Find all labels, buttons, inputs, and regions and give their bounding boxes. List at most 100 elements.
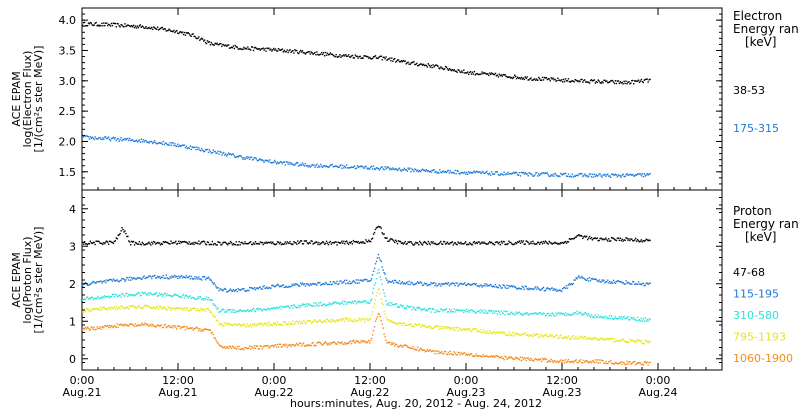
data-point — [306, 319, 309, 322]
data-point — [539, 79, 542, 82]
data-point — [574, 175, 576, 178]
data-point — [441, 283, 443, 285]
data-point — [626, 360, 628, 363]
data-point — [218, 43, 220, 46]
data-point — [579, 311, 581, 313]
data-point — [549, 361, 551, 363]
data-point — [237, 310, 239, 312]
data-point — [262, 325, 264, 327]
data-point — [534, 334, 536, 336]
data-point — [264, 242, 266, 245]
data-point — [640, 174, 643, 177]
data-point — [120, 296, 122, 298]
data-point — [137, 140, 140, 142]
data-point — [403, 282, 405, 284]
data-point — [277, 307, 280, 309]
data-point — [150, 292, 152, 295]
data-point — [492, 73, 495, 76]
data-point — [470, 73, 473, 75]
data-point — [275, 284, 278, 286]
data-point — [267, 344, 269, 347]
data-point — [351, 340, 354, 342]
data-point — [195, 278, 197, 280]
data-point — [108, 24, 111, 26]
data-point — [154, 326, 157, 328]
data-point — [204, 328, 207, 331]
data-point — [317, 321, 319, 323]
data-point — [337, 241, 339, 244]
data-point — [278, 285, 281, 288]
data-point — [354, 342, 357, 344]
data-point — [537, 359, 539, 361]
y-tick-label-proton: 4 — [69, 203, 76, 216]
data-point — [136, 277, 139, 279]
data-point — [599, 173, 601, 175]
data-point — [131, 241, 134, 243]
data-point — [95, 137, 97, 140]
data-point — [509, 285, 511, 288]
data-point — [610, 236, 613, 239]
data-point — [632, 79, 634, 82]
data-point — [177, 325, 179, 327]
data-point — [595, 278, 597, 281]
data-point — [595, 361, 597, 364]
data-point — [127, 324, 129, 326]
data-point — [229, 288, 232, 290]
data-point — [557, 175, 559, 178]
data-point — [564, 337, 567, 339]
data-point — [618, 174, 621, 177]
data-point — [341, 320, 343, 322]
data-point — [600, 359, 602, 361]
data-point — [386, 342, 388, 344]
data-point — [367, 341, 369, 343]
data-point — [527, 289, 529, 291]
data-point — [630, 316, 632, 319]
data-point — [176, 307, 178, 309]
data-point — [494, 355, 497, 357]
data-point — [168, 307, 170, 309]
data-point — [143, 324, 145, 326]
data-point — [602, 316, 604, 319]
data-point — [640, 239, 643, 241]
data-point — [178, 296, 181, 298]
data-point — [317, 166, 319, 168]
data-point — [442, 283, 445, 285]
data-point — [472, 328, 475, 330]
data-point — [337, 302, 339, 305]
data-point — [409, 283, 411, 286]
data-point — [118, 306, 120, 308]
data-point — [189, 307, 191, 310]
data-point — [216, 152, 218, 154]
data-point — [398, 280, 401, 282]
data-point — [146, 27, 148, 30]
data-point — [194, 241, 196, 244]
data-point — [248, 310, 250, 313]
data-point — [310, 165, 312, 167]
data-point — [157, 142, 160, 144]
data-point — [158, 325, 161, 327]
data-point — [268, 308, 270, 310]
data-point — [242, 288, 244, 290]
data-point — [499, 75, 501, 77]
data-point — [191, 307, 193, 310]
data-point — [438, 350, 440, 353]
data-point — [455, 326, 457, 328]
data-point — [266, 286, 268, 288]
data-point — [575, 79, 577, 81]
data-point — [200, 307, 202, 310]
data-point — [178, 145, 180, 148]
data-point — [411, 308, 413, 311]
data-point — [562, 78, 565, 81]
data-point — [328, 302, 331, 304]
data-point — [98, 281, 100, 283]
data-point — [288, 306, 290, 308]
data-point — [360, 241, 362, 243]
data-point — [245, 47, 247, 49]
data-point — [273, 345, 275, 348]
data-point — [474, 242, 477, 245]
data-point — [535, 243, 537, 245]
data-point — [213, 304, 215, 306]
data-point — [489, 356, 491, 358]
data-point — [169, 306, 171, 309]
data-point — [434, 284, 436, 287]
